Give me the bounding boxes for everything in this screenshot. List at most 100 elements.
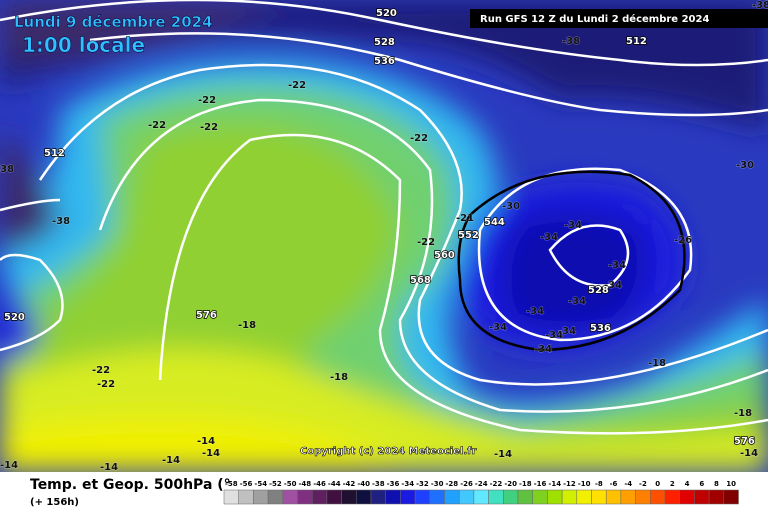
legend-swatch xyxy=(341,489,357,505)
map-label: -22 xyxy=(198,95,216,106)
map-label: 528 xyxy=(374,37,395,48)
legend-swatch xyxy=(620,489,636,505)
map-label: -22 xyxy=(148,120,166,131)
legend-tick-label: 2 xyxy=(670,480,675,488)
legend-tick-label: -2 xyxy=(639,480,647,488)
legend: -58 -56 -54 -52 -50 -48 -46 -44 -42 -40 -38 -36 -34-… xyxy=(223,480,739,505)
map-label: -18 xyxy=(648,358,666,369)
date: Lundi 9 décembre 2024 xyxy=(14,13,213,31)
legend-swatch xyxy=(267,489,284,505)
map-label: 512 xyxy=(626,36,647,47)
map-label: -34 xyxy=(489,322,507,333)
legend-tick-label: -50 xyxy=(284,480,297,488)
legend-swatch xyxy=(400,489,416,505)
map-label: -14 xyxy=(162,455,180,466)
legend-swatch xyxy=(591,489,607,505)
map-label: 528 xyxy=(588,285,609,296)
legend-swatch xyxy=(253,489,269,505)
legend-tick-label: -14 xyxy=(548,480,561,488)
map-label: -38 xyxy=(52,216,70,227)
map-label: 576 xyxy=(734,436,755,447)
legend-swatch xyxy=(664,489,680,505)
map-label: -14 xyxy=(197,436,215,447)
map-label: 536 xyxy=(590,323,611,334)
map-label: 568 xyxy=(410,275,431,286)
contours xyxy=(0,0,768,435)
map-label: -18 xyxy=(238,320,256,331)
legend-swatch xyxy=(576,489,592,505)
map-label: 560 xyxy=(434,250,455,261)
map-label: -18 xyxy=(734,408,752,419)
map-label: -34 xyxy=(534,344,552,355)
legend-tick-label: 10 xyxy=(726,480,736,488)
legend-swatch xyxy=(488,489,504,505)
map-label: -22 xyxy=(200,122,218,133)
legend-tick-label: -8 xyxy=(595,480,603,488)
run: Run GFS 12 Z du Lundi 2 décembre 2024 xyxy=(480,13,709,25)
map-label: 520 xyxy=(4,312,25,323)
legend-swatch xyxy=(708,489,725,505)
legend-swatch xyxy=(297,489,313,505)
legend-tick-label: -58 xyxy=(225,480,238,488)
legend-tick-label: -34 xyxy=(401,480,414,488)
legend-swatch xyxy=(326,489,342,505)
legend-tick-label: -32 xyxy=(416,480,429,488)
legend-tick-label: -44 xyxy=(328,480,341,488)
legend-tick-label: -36 xyxy=(387,480,400,488)
legend-tick-label: 6 xyxy=(699,480,704,488)
legend-swatch xyxy=(561,489,578,505)
map-field: 520 528 536 512 -38 -22 -22 -22 -22 -22 -38 512 -38 -… xyxy=(0,0,768,473)
run-box xyxy=(470,9,768,28)
legend-tick-label: -28 xyxy=(446,480,459,488)
legend-swatch xyxy=(414,489,431,505)
legend-tick-label: -6 xyxy=(610,480,618,488)
legend-tick-label: -42 xyxy=(343,480,356,488)
legend-swatch xyxy=(723,489,739,505)
legend-tick-label: -22 xyxy=(490,480,503,488)
legend-swatch xyxy=(503,489,519,505)
map-label: -34 xyxy=(604,280,622,291)
map-label: 512 xyxy=(44,148,65,159)
legend-swatch xyxy=(223,489,239,505)
legend-tick-label: -16 xyxy=(534,480,547,488)
legend-swatch xyxy=(679,489,695,505)
legend-swatch xyxy=(429,489,445,505)
legend-tick-label: -54 xyxy=(254,480,267,488)
map-label: -34 xyxy=(526,306,544,317)
legend-tick-label: -18 xyxy=(519,480,532,488)
map-label: -14 xyxy=(100,462,118,473)
legend-tick-label: 0 xyxy=(655,480,660,488)
legend-tick-label: -20 xyxy=(504,480,517,488)
map-label: -38 xyxy=(752,0,768,11)
legend-swatch xyxy=(311,489,328,505)
legend-tick-label: -40 xyxy=(357,480,370,488)
legend-tick-label: 4 xyxy=(685,480,690,488)
map-label: 536 xyxy=(374,56,395,67)
map-label: -34 xyxy=(545,330,563,341)
copyright: Copyright (c) 2024 Meteociel.fr xyxy=(300,446,477,457)
legend-tick-label: -48 xyxy=(299,480,312,488)
legend-tick-label: -38 xyxy=(372,480,385,488)
legend-swatch xyxy=(605,489,622,505)
map-label: -14 xyxy=(0,460,18,471)
legend-swatch xyxy=(650,489,666,505)
time: 1:00 locale xyxy=(22,33,145,57)
map-label: -34 xyxy=(558,326,576,337)
map-label: -22 xyxy=(288,80,306,91)
legend-tick-label: -30 xyxy=(431,480,444,488)
legend-tick-label: -24 xyxy=(475,480,488,488)
legend-swatch xyxy=(444,489,460,505)
map-label: -34 xyxy=(540,232,558,243)
legend-tick-label: -4 xyxy=(624,480,632,488)
legend-swatch xyxy=(547,489,563,505)
map-label: 552 xyxy=(458,230,479,241)
map-label: -22 xyxy=(410,133,428,144)
legend-swatch xyxy=(385,489,401,505)
map-label: 520 xyxy=(376,8,397,19)
legend-tick-label: -46 xyxy=(313,480,326,488)
map-label: -34 xyxy=(564,220,582,231)
legend-tick-label: -52 xyxy=(269,480,282,488)
legend-tick-label: -12 xyxy=(563,480,576,488)
map-label: -14 xyxy=(494,449,512,460)
